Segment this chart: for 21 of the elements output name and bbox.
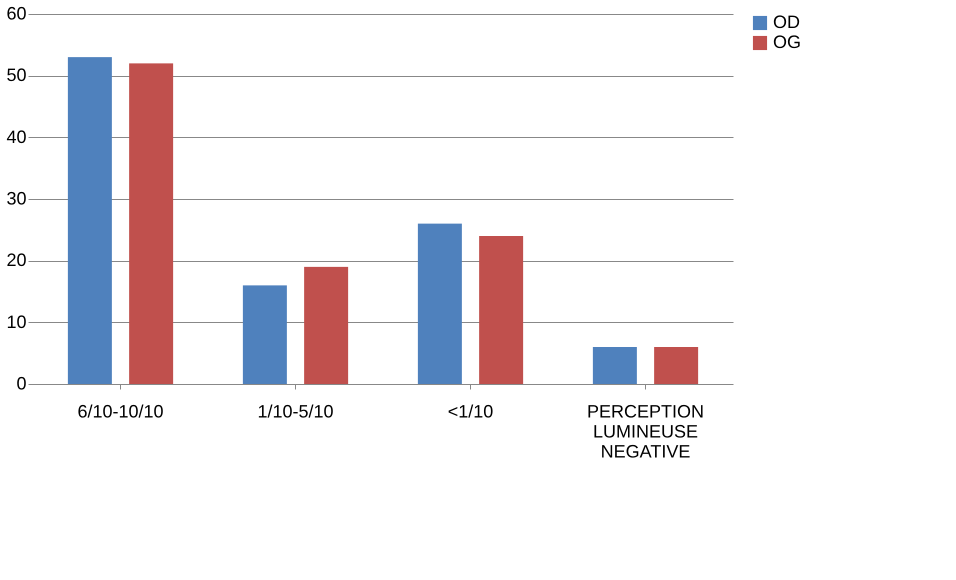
y-tick-label: 40 [6,126,26,147]
bar [654,347,698,384]
y-tick-label: 30 [6,188,26,208]
bar [129,63,174,384]
bar [418,224,462,384]
legend-label: OG [773,32,802,52]
x-tick-label: 1/10-5/10 [257,402,334,422]
bar [242,285,287,384]
y-tick-label: 20 [6,250,26,270]
y-tick-label: 10 [6,312,26,332]
y-tick-label: 50 [6,65,26,86]
x-tick-label: 6/10-10/10 [77,402,164,422]
legend-label: OD [773,12,800,32]
y-tick-label: 60 [6,4,26,24]
bar [479,236,524,384]
bar [68,57,112,384]
bar [592,347,637,384]
y-tick-label: 0 [16,374,26,394]
x-tick-label: <1/10 [448,402,494,422]
bar [304,266,348,384]
x-tick-label: PERCEPTION LUMINEUSE NEGATIVE [586,402,704,462]
